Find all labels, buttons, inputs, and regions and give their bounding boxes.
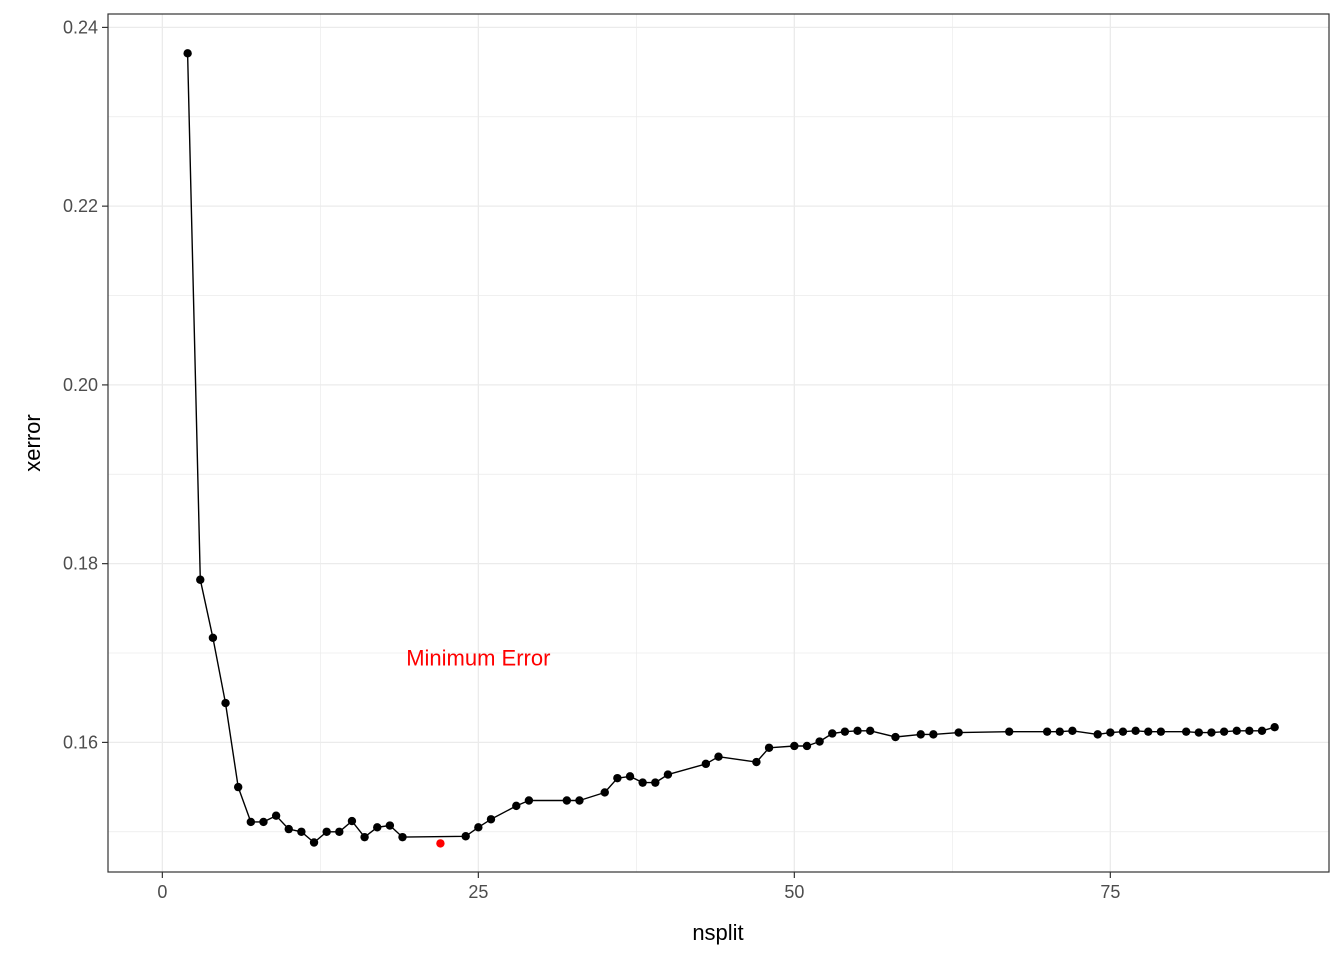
y-axis-title: xerror [20, 414, 45, 471]
y-tick-label: 0.24 [63, 17, 98, 37]
data-point [815, 737, 823, 745]
x-tick-label: 75 [1100, 882, 1120, 902]
data-point [386, 821, 394, 829]
data-point [373, 823, 381, 831]
data-point [196, 576, 204, 584]
data-point [1258, 727, 1266, 735]
y-tick-label: 0.18 [63, 554, 98, 574]
data-point [613, 774, 621, 782]
data-point [1220, 727, 1228, 735]
data-point [575, 796, 583, 804]
data-point [462, 832, 470, 840]
minimum-error-point [436, 839, 444, 847]
data-point [1245, 727, 1253, 735]
x-tick-label: 25 [468, 882, 488, 902]
data-point [234, 783, 242, 791]
data-point [259, 818, 267, 826]
data-point [954, 728, 962, 736]
data-point [1106, 728, 1114, 736]
data-point [272, 811, 280, 819]
data-point [1068, 727, 1076, 735]
data-point [917, 730, 925, 738]
data-point [1195, 728, 1203, 736]
x-axis: 0 25 50 75 [157, 872, 1120, 902]
data-point [626, 772, 634, 780]
y-tick-label: 0.22 [63, 196, 98, 216]
data-point [765, 744, 773, 752]
data-point [1043, 727, 1051, 735]
data-point [360, 833, 368, 841]
data-point [247, 818, 255, 826]
data-point [1157, 727, 1165, 735]
data-point [1233, 727, 1241, 735]
data-point [714, 753, 722, 761]
data-point [487, 815, 495, 823]
data-point [601, 788, 609, 796]
data-point [297, 828, 305, 836]
data-point [221, 699, 229, 707]
data-point [803, 742, 811, 750]
minimum-error-annotation: Minimum Error [406, 646, 550, 671]
data-point [866, 727, 874, 735]
x-tick-label: 0 [157, 882, 167, 902]
data-point [891, 733, 899, 741]
data-point [512, 802, 520, 810]
x-axis-title: nsplit [692, 920, 743, 945]
data-point [651, 778, 659, 786]
data-point [285, 825, 293, 833]
data-point [1005, 727, 1013, 735]
y-tick-label: 0.20 [63, 375, 98, 395]
data-point [752, 758, 760, 766]
x-tick-label: 50 [784, 882, 804, 902]
data-point [310, 838, 318, 846]
data-point [525, 796, 533, 804]
data-point [638, 778, 646, 786]
y-axis: 0.16 0.18 0.20 0.22 0.24 [63, 17, 108, 752]
data-point [1093, 730, 1101, 738]
data-point [183, 49, 191, 57]
data-point [828, 729, 836, 737]
annotation-layer: Minimum Error [406, 646, 550, 671]
data-point [1270, 723, 1278, 731]
data-point [335, 828, 343, 836]
data-point [841, 727, 849, 735]
data-point [1056, 727, 1064, 735]
data-point [1144, 727, 1152, 735]
panel-background [108, 14, 1329, 872]
data-point [398, 833, 406, 841]
data-point [563, 796, 571, 804]
data-point [322, 828, 330, 836]
y-tick-label: 0.16 [63, 732, 98, 752]
data-point [1207, 728, 1215, 736]
data-point [664, 770, 672, 778]
data-point [853, 727, 861, 735]
data-point [209, 634, 217, 642]
data-point [1131, 727, 1139, 735]
data-point [929, 730, 937, 738]
data-point [702, 760, 710, 768]
data-point [474, 823, 482, 831]
data-point [348, 817, 356, 825]
data-point [1182, 727, 1190, 735]
data-point [1119, 727, 1127, 735]
data-point [790, 742, 798, 750]
